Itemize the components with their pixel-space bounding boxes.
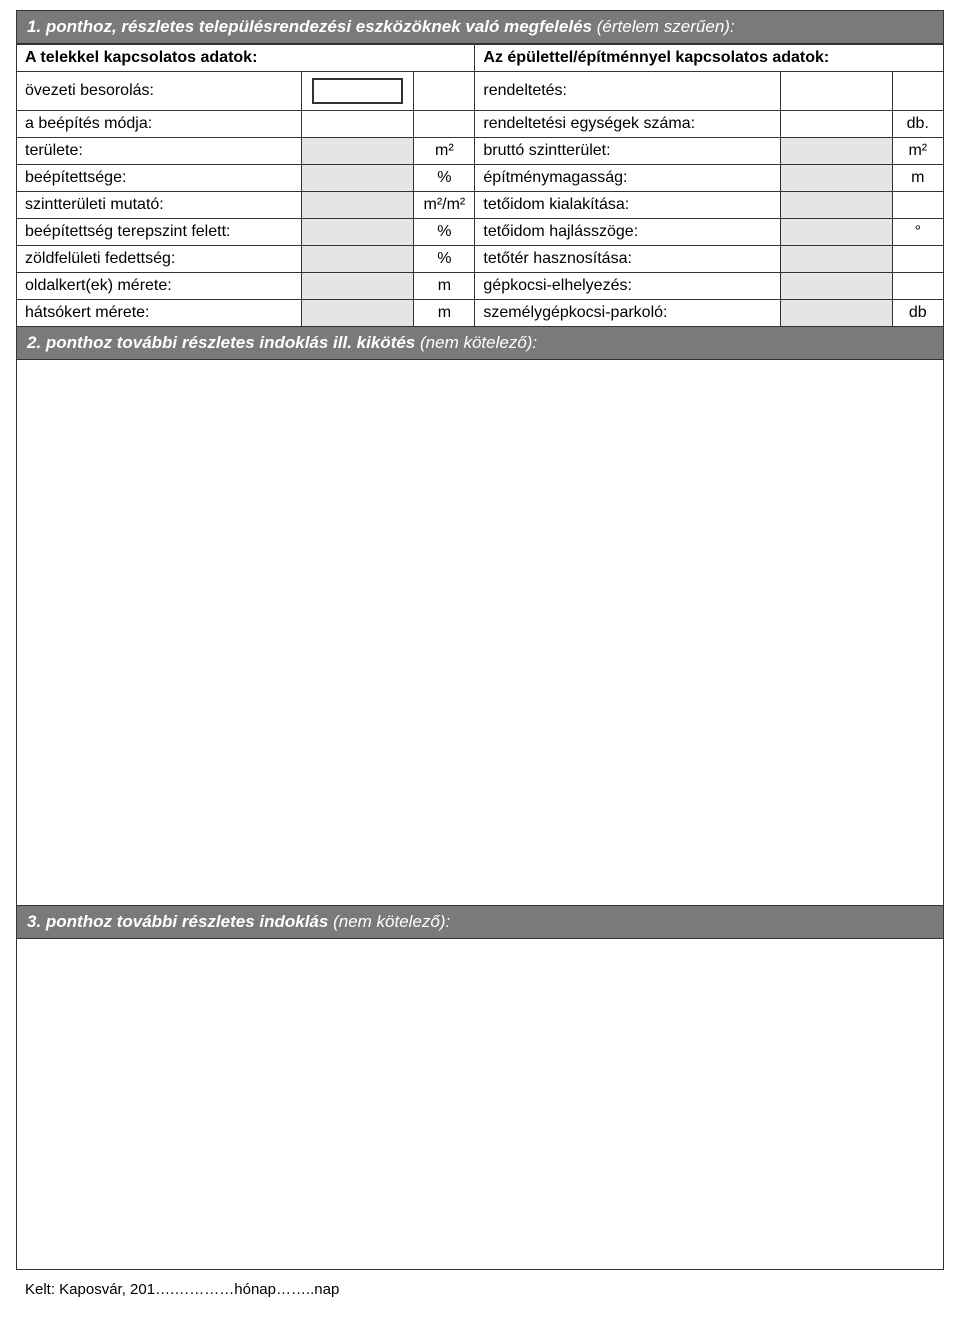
right-label-2: bruttó szintterület:	[475, 138, 780, 165]
right-unit-8: db	[892, 300, 943, 327]
section1-header: 1. ponthoz, részletes településrendezési…	[17, 11, 943, 44]
section2-header-text: 2. ponthoz további részletes indoklás il…	[27, 333, 415, 352]
right-value-0[interactable]	[780, 72, 892, 111]
right-unit-1: db.	[892, 111, 943, 138]
right-unit-4	[892, 192, 943, 219]
section3-body[interactable]	[17, 939, 943, 1269]
left-label-1: a beépítés módja:	[17, 111, 302, 138]
left-value-0[interactable]	[302, 72, 414, 111]
right-unit-3: m	[892, 165, 943, 192]
right-label-8: személygépkocsi-parkoló:	[475, 300, 780, 327]
right-value-4[interactable]	[780, 192, 892, 219]
left-label-3: beépítettsége:	[17, 165, 302, 192]
section3-header: 3. ponthoz további részletes indoklás (n…	[17, 906, 943, 939]
left-label-6: zöldfelületi fedettség:	[17, 246, 302, 273]
footer-date: Kelt: Kaposvár, 201….…………hónap……..nap	[25, 1281, 339, 1298]
right-label-1: rendeltetési egységek száma:	[475, 111, 780, 138]
right-value-3[interactable]	[780, 165, 892, 192]
left-value-5[interactable]	[302, 219, 414, 246]
left-unit-2: m²	[414, 138, 475, 165]
left-label-8: hátsókert mérete:	[17, 300, 302, 327]
left-label-5: beépítettség terepszint felett:	[17, 219, 302, 246]
right-value-5[interactable]	[780, 219, 892, 246]
left-label-2: területe:	[17, 138, 302, 165]
left-label-4: szintterületi mutató:	[17, 192, 302, 219]
right-label-4: tetőidom kialakítása:	[475, 192, 780, 219]
section2-header-paren: (nem kötelező):	[420, 333, 537, 352]
section2-body[interactable]	[17, 360, 943, 906]
section2-header: 2. ponthoz további részletes indoklás il…	[17, 327, 943, 360]
right-unit-0	[892, 72, 943, 111]
left-unit-4: m²/m²	[414, 192, 475, 219]
zoning-inset-input[interactable]	[312, 78, 403, 104]
left-unit-0	[414, 72, 475, 111]
right-label-6: tetőtér hasznosítása:	[475, 246, 780, 273]
right-value-7[interactable]	[780, 273, 892, 300]
section3-header-text: 3. ponthoz további részletes indoklás	[27, 912, 328, 931]
left-value-1[interactable]	[302, 111, 414, 138]
section1-table: A telekkel kapcsolatos adatok: Az épület…	[17, 44, 943, 327]
right-value-8[interactable]	[780, 300, 892, 327]
left-value-7[interactable]	[302, 273, 414, 300]
right-label-3: építménymagasság:	[475, 165, 780, 192]
right-value-1[interactable]	[780, 111, 892, 138]
right-label-7: gépkocsi-elhelyezés:	[475, 273, 780, 300]
left-subtitle: A telekkel kapcsolatos adatok:	[17, 45, 475, 72]
left-value-3[interactable]	[302, 165, 414, 192]
left-unit-6: %	[414, 246, 475, 273]
left-label-0: övezeti besorolás:	[17, 72, 302, 111]
left-value-8[interactable]	[302, 300, 414, 327]
right-label-5: tetőidom hajlásszöge:	[475, 219, 780, 246]
right-unit-7	[892, 273, 943, 300]
left-value-6[interactable]	[302, 246, 414, 273]
left-unit-8: m	[414, 300, 475, 327]
section1-header-text: 1. ponthoz, részletes településrendezési…	[27, 17, 592, 36]
right-unit-2: m²	[892, 138, 943, 165]
right-value-6[interactable]	[780, 246, 892, 273]
left-unit-1	[414, 111, 475, 138]
left-unit-7: m	[414, 273, 475, 300]
left-unit-5: %	[414, 219, 475, 246]
right-unit-5: °	[892, 219, 943, 246]
right-value-2[interactable]	[780, 138, 892, 165]
right-label-0: rendeltetés:	[475, 72, 780, 111]
left-value-2[interactable]	[302, 138, 414, 165]
section1-header-paren: (értelem szerűen):	[597, 17, 735, 36]
right-subtitle: Az épülettel/építménnyel kapcsolatos ada…	[475, 45, 943, 72]
left-unit-3: %	[414, 165, 475, 192]
left-value-4[interactable]	[302, 192, 414, 219]
right-unit-6	[892, 246, 943, 273]
section3-header-paren: (nem kötelező):	[333, 912, 450, 931]
left-label-7: oldalkert(ek) mérete:	[17, 273, 302, 300]
